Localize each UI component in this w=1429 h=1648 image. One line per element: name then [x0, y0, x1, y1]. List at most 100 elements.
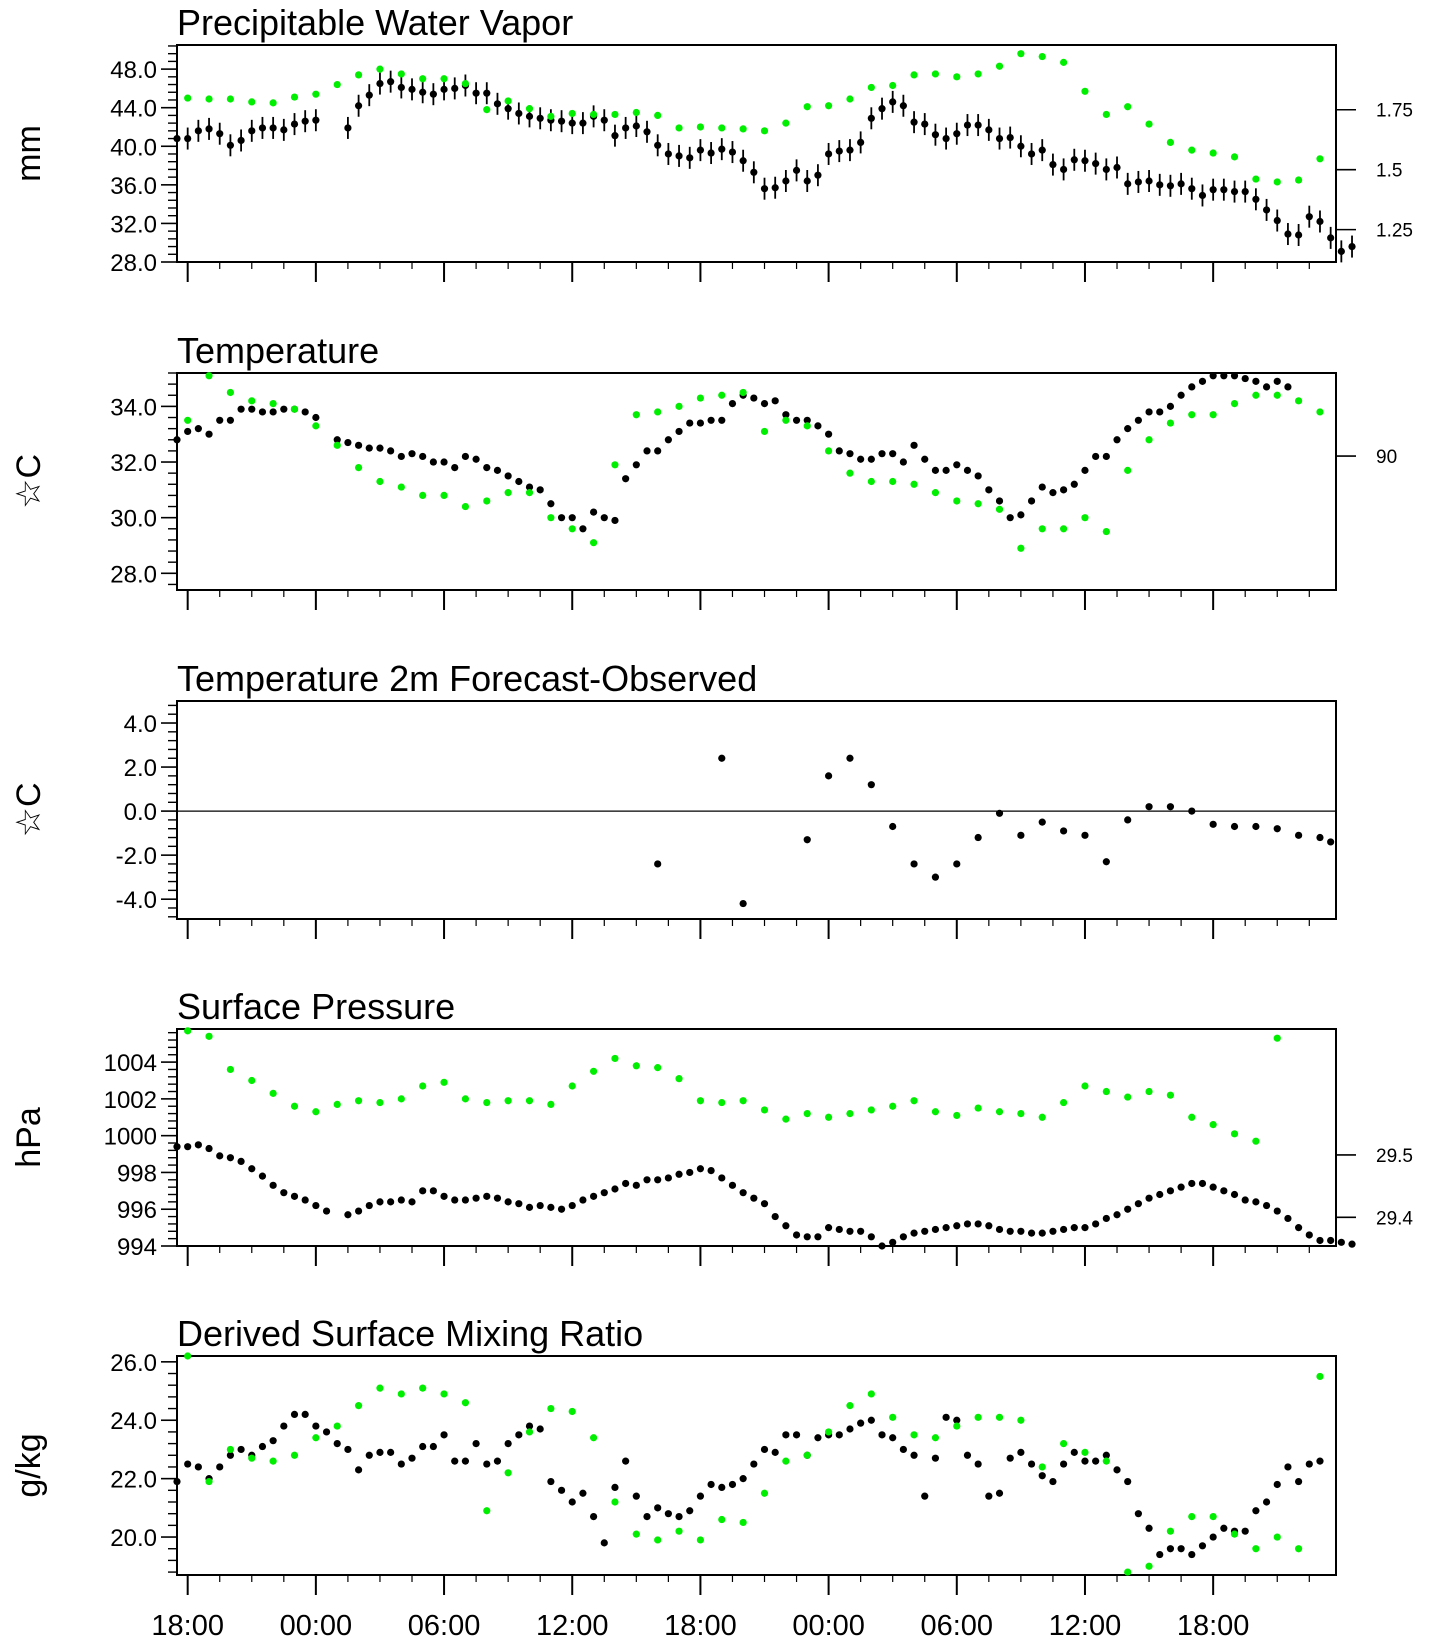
data-point [568, 525, 576, 533]
data-point [461, 1196, 470, 1204]
data-point [483, 89, 491, 97]
data-point [899, 1233, 907, 1241]
data-point [878, 105, 886, 113]
data-point [579, 119, 587, 127]
data-point [205, 125, 213, 133]
data-point [557, 117, 566, 125]
data-point [792, 166, 801, 174]
data-point [547, 1477, 555, 1486]
plot-frame [176, 44, 1337, 263]
data-point [931, 70, 940, 78]
data-point [440, 1192, 448, 1200]
data-point [953, 130, 961, 138]
data-point [333, 1100, 341, 1108]
data-point [696, 1492, 705, 1500]
data-point [1327, 1236, 1335, 1245]
data-point [579, 1196, 587, 1204]
data-point [1198, 377, 1207, 385]
x-tick-label: 00:00 [792, 1610, 865, 1642]
data-point [718, 1174, 726, 1182]
data-point [1081, 831, 1089, 839]
data-point [258, 1172, 267, 1180]
plot-frame [176, 1355, 1337, 1576]
data-point [899, 1445, 907, 1454]
y-tick-label: 28.0 [110, 561, 157, 588]
data-point [643, 128, 651, 136]
data-point [1124, 1477, 1132, 1486]
data-point [771, 1212, 779, 1221]
data-point [803, 836, 811, 844]
data-point [184, 1352, 192, 1360]
data-point [312, 1201, 320, 1210]
data-point [857, 1227, 865, 1235]
data-point [376, 1448, 384, 1456]
data-point [248, 1165, 256, 1173]
data-point [1006, 1227, 1014, 1235]
y-tick-label: 44.0 [110, 96, 157, 123]
data-point [483, 1192, 491, 1200]
data-point [226, 95, 235, 103]
observed-series [173, 372, 1292, 533]
data-point [1188, 807, 1196, 815]
data-point [1006, 1454, 1014, 1462]
data-point [568, 1498, 576, 1506]
data-point [1027, 1460, 1036, 1468]
data-point [1027, 1229, 1036, 1237]
data-point [696, 146, 705, 154]
data-point [632, 1530, 640, 1538]
data-point [643, 447, 651, 455]
data-point [696, 419, 705, 427]
data-point [525, 489, 534, 497]
data-point [686, 1507, 694, 1515]
data-point [867, 1390, 875, 1398]
data-point [589, 508, 598, 516]
data-point [739, 1189, 747, 1197]
data-point [248, 1076, 256, 1085]
y-axis-label: g/kg [10, 1433, 48, 1497]
data-point [237, 136, 245, 145]
data-point [771, 397, 779, 405]
data-point [333, 441, 341, 449]
data-point [568, 119, 576, 127]
data-point [1209, 149, 1217, 157]
y-axis-label: mm [10, 125, 48, 182]
data-point [1316, 217, 1324, 226]
data-point [312, 1422, 320, 1430]
data-point [728, 400, 737, 408]
data-point [280, 1422, 288, 1430]
data-point [472, 1194, 480, 1202]
data-point [1348, 242, 1356, 251]
data-point [504, 1198, 512, 1206]
data-point [226, 1451, 235, 1459]
panel-title: Precipitable Water Vapor [177, 2, 573, 43]
data-point [846, 450, 854, 458]
data-point [1284, 1214, 1292, 1223]
data-point [547, 1203, 555, 1211]
data-point [408, 85, 416, 93]
data-point [589, 1434, 598, 1442]
data-point [312, 413, 320, 422]
data-point [825, 1428, 833, 1436]
data-point [675, 152, 683, 160]
data-point [1262, 206, 1271, 214]
data-point [664, 436, 672, 444]
data-point [1273, 1034, 1281, 1042]
data-point [461, 79, 470, 88]
data-point [611, 110, 619, 119]
data-point [953, 1422, 961, 1430]
y-tick-label: 28.0 [110, 250, 157, 277]
data-point [205, 95, 213, 103]
data-point [1017, 544, 1025, 552]
data-point [611, 132, 619, 140]
data-point [365, 1201, 373, 1210]
data-point [675, 1170, 683, 1178]
data-point [419, 75, 427, 83]
data-point [1262, 1498, 1271, 1506]
data-point [1070, 1224, 1078, 1232]
data-point [483, 497, 491, 505]
data-point [963, 1451, 972, 1459]
data-point [504, 105, 512, 113]
data-point [846, 1227, 854, 1235]
data-point [451, 1457, 459, 1465]
data-point [1017, 1448, 1025, 1456]
